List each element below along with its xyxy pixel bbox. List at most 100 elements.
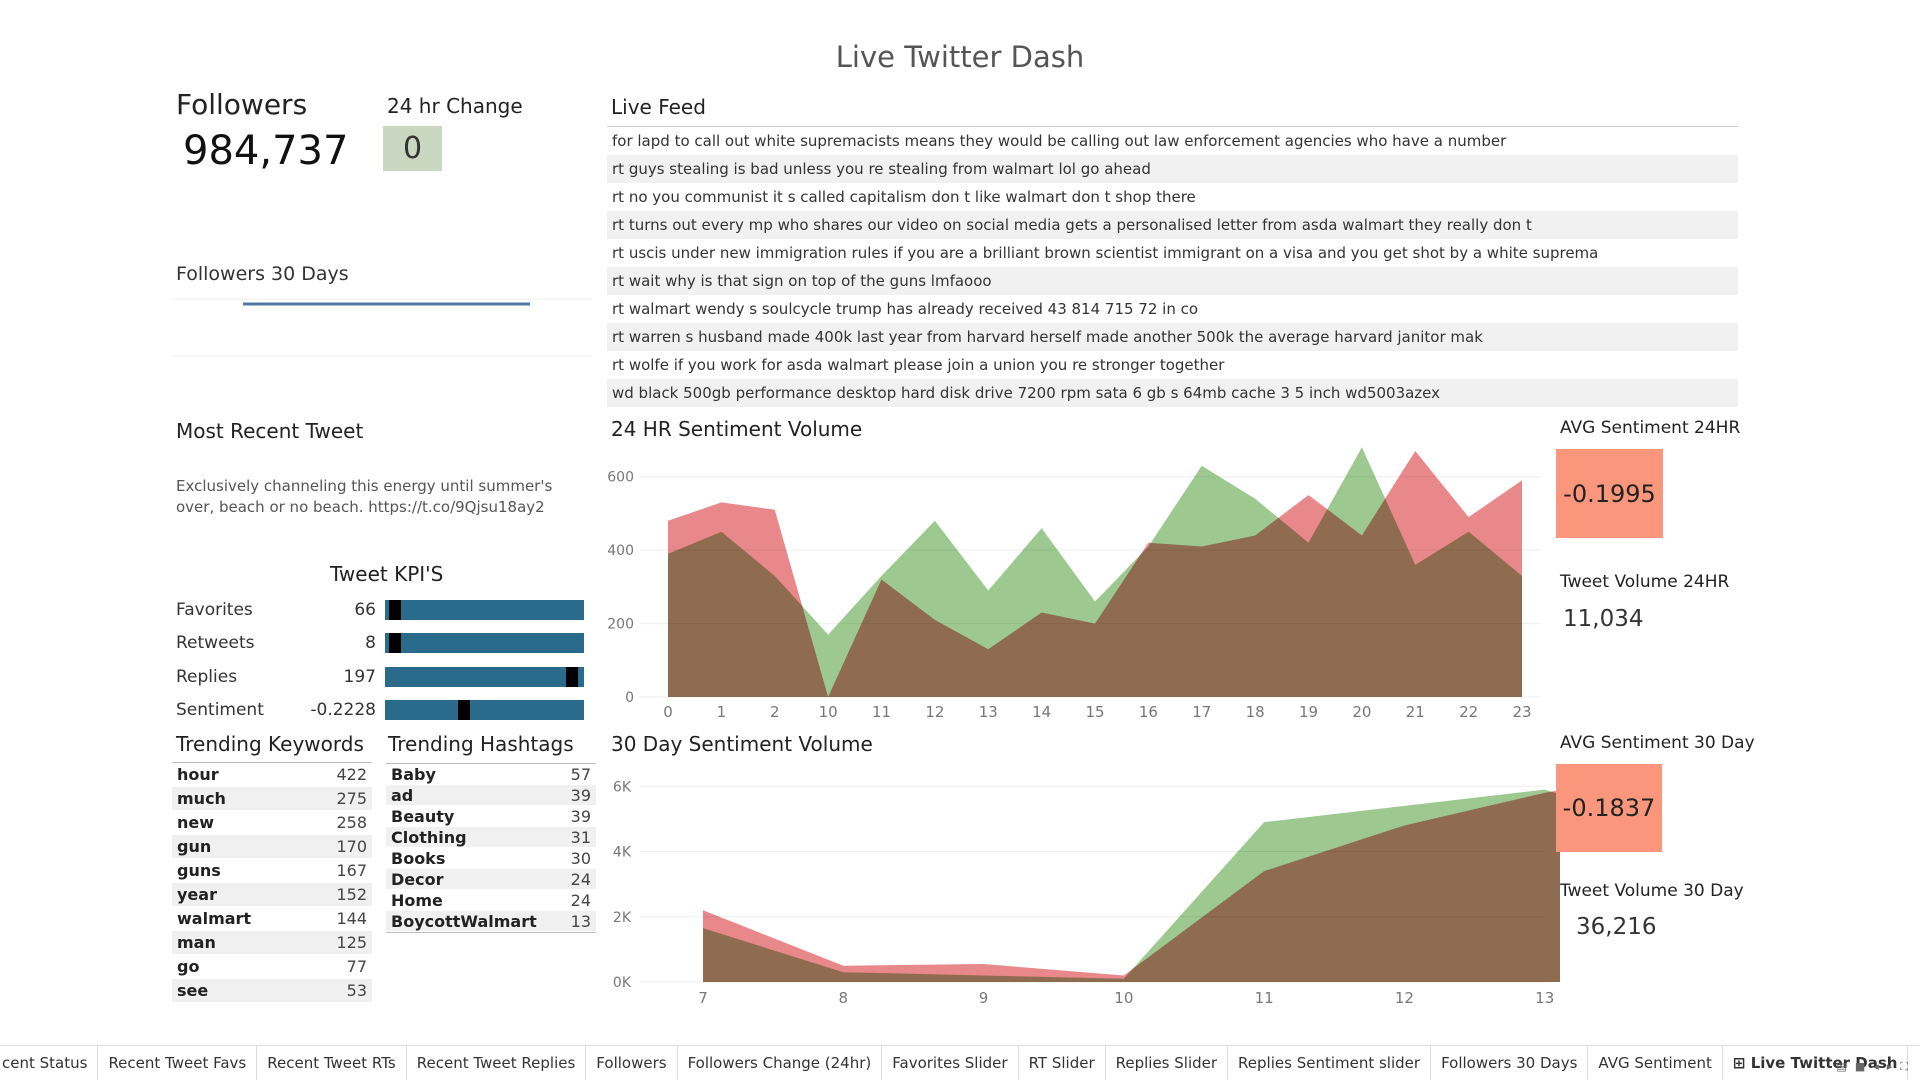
tab-rt-slider[interactable]: RT Slider [1019,1045,1106,1080]
keyword-count: 422 [336,765,367,784]
kpi-marker [389,600,401,620]
keyword-count: 152 [336,885,367,904]
list-item[interactable]: Home 24 [386,890,596,911]
hashtag: ad [391,786,414,805]
followers-count: 984,737 [183,128,349,174]
tweet-volume-30-label: Tweet Volume 30 Day [1560,881,1744,901]
x-tick-label: 10 [1114,989,1133,1007]
tab-replies-slider[interactable]: Replies Slider [1106,1045,1229,1080]
trending-hashtags-list: Baby 57 ad 39 Beauty 39 Clothing 31 Books 30 … [386,763,596,933]
keyword-count: 275 [336,789,367,808]
stop-icon[interactable]: ■ [1854,1060,1866,1073]
keyword: guns [177,861,221,880]
tab-recent-tweet-replies[interactable]: Recent Tweet Replies [407,1045,587,1080]
view-controls: ▤ ■ ◂ ▸ ⛶ [1836,1060,1908,1074]
list-item[interactable]: year 152 [172,883,372,907]
x-tick-label: 9 [979,989,989,1007]
list-item[interactable]: see 53 [172,979,372,1003]
recent-tweet-text: Exclusively channeling this energy until… [176,477,553,516]
hashtag: Baby [391,765,436,784]
avg-sentiment-30-value: -0.1837 [1556,764,1662,852]
area-series-1 [668,447,1522,697]
list-item[interactable]: Beauty 39 [386,806,596,827]
hashtag-count: 57 [570,765,591,784]
chart-24hr-title: 24 HR Sentiment Volume [611,417,863,441]
keyword: man [177,933,216,952]
tab-recent-tweet-favs[interactable]: Recent Tweet Favs [98,1045,258,1080]
change-label: 24 hr Change [387,94,523,118]
hashtag: Clothing [391,828,467,847]
hashtag-count: 30 [570,849,591,868]
fullscreen-icon[interactable]: ⛶ [1900,1060,1908,1073]
tab-favorites-slider[interactable]: Favorites Slider [882,1045,1019,1080]
hashtag-count: 39 [570,786,591,805]
tab-followers-30-days[interactable]: Followers 30 Days [1431,1045,1589,1080]
list-item[interactable]: gun 170 [172,835,372,859]
x-tick-label: 0 [663,703,673,721]
keyword-count: 144 [336,909,367,928]
keyword: see [177,981,209,1000]
list-item[interactable]: man 125 [172,931,372,955]
grid-view-icon[interactable]: ▤ [1836,1060,1847,1073]
chart-30day-sentiment: 0K2K4K6K7891011121314 [613,779,1560,1007]
list-item[interactable]: BoycottWalmart 13 [386,911,596,932]
avg-sentiment-24-value: -0.1995 [1556,449,1663,538]
list-item[interactable]: much 275 [172,787,372,811]
x-tick-label: 17 [1192,703,1211,721]
list-item[interactable]: Decor 24 [386,869,596,890]
prev-icon[interactable]: ◂ [1873,1060,1879,1073]
tab-followers-change[interactable]: Followers Change (24hr) [678,1045,883,1080]
keyword: new [177,813,215,832]
followers-30-sparkline [172,298,592,357]
live-feed-list: for lapd to call out white supremacists … [607,126,1738,407]
x-tick-label: 13 [1535,989,1554,1007]
list-item[interactable]: ad 39 [386,785,596,806]
area-series-1 [703,789,1560,982]
hashtag-count: 24 [570,891,591,910]
keyword-count: 53 [346,981,367,1000]
tab-followers[interactable]: Followers [586,1045,678,1080]
tab-avg-sentiment[interactable]: AVG Sentiment [1588,1045,1723,1080]
keyword-count: 167 [336,861,367,880]
kpi-row-replies: Replies 197 [176,667,586,697]
tweet-volume-30-value: 36,216 [1576,914,1657,940]
keyword: go [177,957,200,976]
x-tick-label: 1 [717,703,727,721]
x-tick-label: 23 [1512,703,1531,721]
keyword: much [177,789,226,808]
x-tick-label: 16 [1139,703,1158,721]
kpi-label: Retweets [176,633,255,653]
tab-live-twitter-dash[interactable]: ⊞ Live Twitter Dash [1723,1045,1909,1080]
hashtag: BoycottWalmart [391,912,537,931]
y-tick-label: 6K [613,779,632,795]
kpi-value: 197 [343,667,376,687]
tab-recent-status[interactable]: cent Status [0,1045,99,1080]
trending-keywords-list: hour 422 much 275 new 258 gun 170 guns 167 ye… [172,762,372,1003]
list-item[interactable]: Books 30 [386,848,596,869]
list-item[interactable]: Baby 57 [386,764,596,785]
dashboard-tab-icon: ⊞ [1732,1053,1751,1072]
keyword-count: 170 [336,837,367,856]
keyword: walmart [177,909,252,928]
hashtag: Beauty [391,807,455,826]
list-item[interactable]: Clothing 31 [386,827,596,848]
next-icon[interactable]: ▸ [1886,1060,1893,1073]
trending-hashtags-label: Trending Hashtags [388,732,574,756]
x-tick-label: 7 [698,989,708,1007]
feed-item: wd black 500gb performance desktop hard … [607,379,1738,407]
tweet-volume-24-label: Tweet Volume 24HR [1560,572,1730,592]
tweet-volume-24-value: 11,034 [1563,606,1644,632]
list-item[interactable]: hour 422 [172,763,372,787]
tab-recent-tweet-rts[interactable]: Recent Tweet RTs [257,1045,407,1080]
list-item[interactable]: walmart 144 [172,907,372,931]
kpi-label: Favorites [176,600,253,620]
kpi-bar [385,667,584,687]
feed-item: rt walmart wendy s soulcycle trump has a… [612,300,1199,318]
list-item[interactable]: guns 167 [172,859,372,883]
tab-replies-sentiment-slider[interactable]: Replies Sentiment slider [1228,1045,1432,1080]
list-item[interactable]: go 77 [172,955,372,979]
list-item[interactable]: new 258 [172,811,372,835]
hashtag-count: 31 [570,828,591,847]
x-tick-label: 12 [1395,989,1414,1007]
